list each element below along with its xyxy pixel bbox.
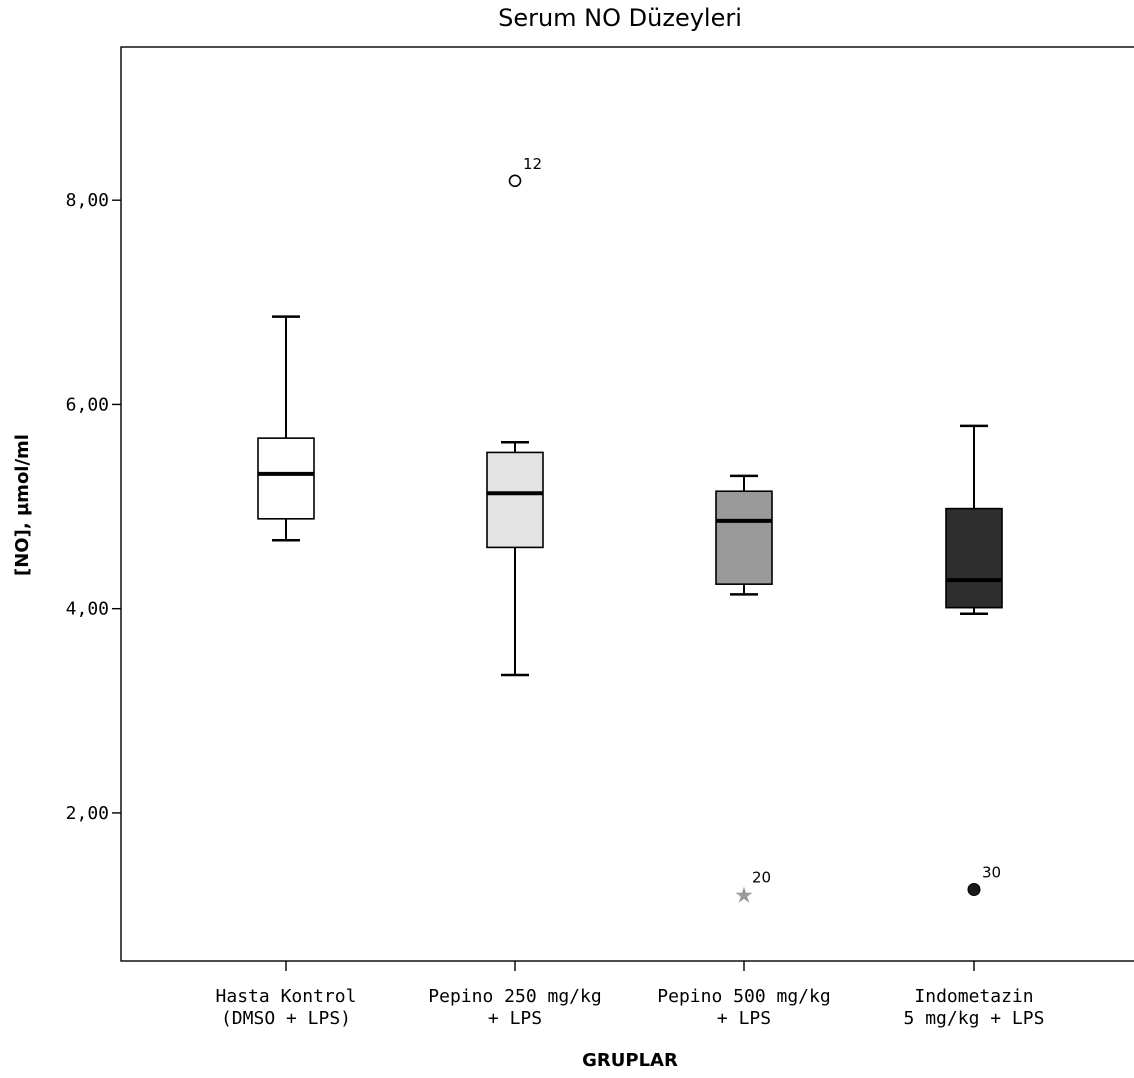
y-tick-label: 6,00 [66,394,109,415]
outlier-point [967,883,981,897]
chart-title: Serum NO Düzeyleri [498,4,742,32]
x-category-label: Pepino 500 mg/kg [657,986,830,1007]
y-tick-label: 8,00 [66,190,109,211]
x-category-label: Hasta Kontrol [216,986,357,1007]
y-tick-label: 4,00 [66,599,109,620]
y-tick-label: 2,00 [66,803,109,824]
box-group [257,315,315,542]
box-group: 12 [486,155,544,677]
outlier-point [508,174,522,188]
x-axis-label: GRUPLAR [582,1050,678,1071]
box-group: 30 [945,424,1003,897]
x-axis-ticks: Hasta Kontrol(DMSO + LPS) Pepino 250 mg/k… [216,961,1045,1029]
outlier-case-label: 12 [523,155,542,173]
box-series: 12 ★20 30 [257,155,1003,909]
x-category-label: + LPS [488,1008,542,1029]
box-group: ★20 [715,474,773,909]
x-category-label: Indometazin [914,986,1033,1007]
outlier-case-label: 20 [752,869,771,887]
iqr-box [715,490,773,585]
extreme-point: ★ [734,884,754,909]
iqr-box [945,507,1003,609]
x-category-label: 5 mg/kg + LPS [904,1008,1045,1029]
iqr-box [257,437,315,520]
x-category-label: + LPS [717,1008,771,1029]
x-category-label: (DMSO + LPS) [221,1008,351,1029]
outlier-case-label: 30 [982,864,1001,882]
iqr-box [486,451,544,549]
x-category-label: Pepino 250 mg/kg [428,986,601,1007]
y-axis-ticks: 2,00 4,00 6,00 8,00 [66,190,121,824]
y-axis-label: [NO], µmol/ml [12,434,33,576]
